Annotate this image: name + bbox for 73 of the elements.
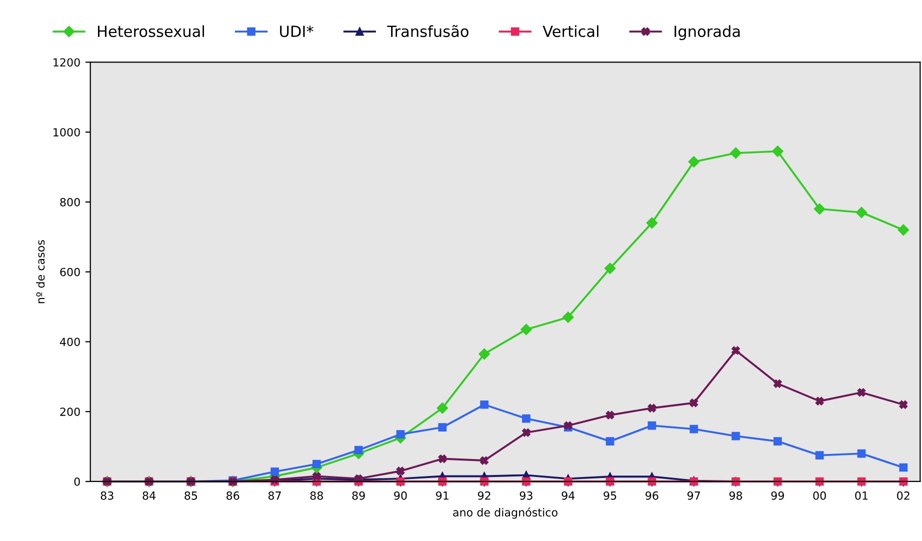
x-tick-label: 00	[813, 491, 826, 500]
x-tick-label: 02	[897, 491, 910, 500]
x-tick-label: 99	[771, 491, 784, 500]
point	[688, 156, 700, 168]
point	[436, 402, 448, 414]
point	[648, 404, 656, 412]
x-tick-label: 94	[562, 491, 575, 500]
point	[690, 424, 698, 434]
y-axis-title: nº de casos	[36, 240, 45, 304]
point	[312, 472, 321, 480]
x-tick-label: 86	[226, 491, 240, 500]
x-axis-title: ano de diagnóstico	[453, 508, 558, 519]
point	[814, 203, 826, 215]
point	[898, 224, 909, 236]
x-tick-label: 87	[268, 491, 281, 500]
x-tick-label: 95	[604, 491, 616, 500]
x-tick-label: 91	[436, 491, 448, 500]
point	[774, 379, 782, 388]
point	[522, 414, 530, 423]
point	[690, 398, 698, 408]
x-tick-label: 98	[729, 491, 742, 500]
point	[520, 324, 532, 336]
point	[857, 388, 866, 397]
point	[899, 463, 908, 472]
legend-label: UDI*	[280, 26, 314, 38]
point	[606, 437, 614, 446]
point	[899, 400, 908, 409]
y-tick-label: 1000	[54, 128, 80, 136]
x-tick-label: 89	[352, 491, 365, 500]
point	[522, 428, 530, 437]
point	[815, 451, 824, 460]
point	[396, 430, 405, 438]
y-tick-label: 200	[60, 408, 80, 416]
point	[856, 206, 868, 218]
legend-label: Ignorada	[674, 25, 740, 40]
y-tick-label: 800	[60, 198, 80, 206]
x-tick-label: 97	[687, 491, 700, 500]
x-tick-label: 85	[184, 491, 198, 500]
x-tick-label: 93	[520, 491, 532, 500]
point	[815, 396, 824, 406]
point	[480, 456, 488, 465]
point	[732, 432, 740, 440]
legend-label: Transfusão	[387, 25, 468, 38]
point	[857, 449, 866, 458]
point	[354, 446, 363, 454]
point	[606, 410, 614, 420]
y-tick-label: 1200	[54, 58, 80, 67]
x-tick-label: 88	[310, 491, 323, 500]
y-tick-label: 600	[60, 268, 80, 276]
point	[774, 437, 782, 446]
point	[646, 217, 658, 229]
point	[562, 312, 574, 323]
legend-label: Heterossexual	[98, 25, 204, 38]
x-tick-label: 01	[855, 491, 868, 500]
point	[312, 460, 321, 468]
y-tick-label: 400	[60, 338, 80, 346]
point	[396, 466, 405, 476]
y-tick-label: 0	[74, 477, 80, 486]
x-tick-label: 96	[646, 491, 658, 500]
point	[480, 400, 488, 409]
point	[732, 346, 740, 355]
point	[478, 348, 490, 360]
point	[730, 147, 742, 159]
point	[772, 146, 784, 157]
x-tick-label: 84	[142, 491, 156, 500]
point	[438, 423, 447, 432]
point	[438, 454, 447, 463]
point	[648, 421, 656, 430]
x-tick-label: 83	[100, 491, 114, 500]
x-tick-label: 92	[478, 491, 490, 500]
legend-label: Vertical	[542, 25, 598, 38]
point	[604, 262, 616, 274]
x-tick-label: 90	[394, 491, 407, 500]
